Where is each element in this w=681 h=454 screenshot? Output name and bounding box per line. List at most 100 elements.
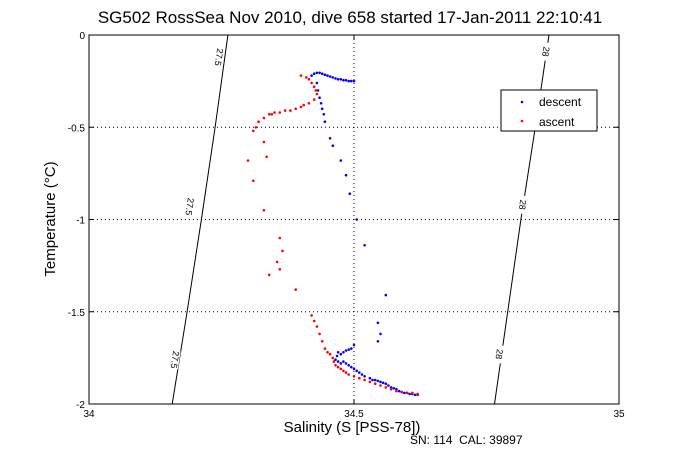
descent-point	[344, 349, 348, 352]
descent-point	[328, 137, 332, 140]
legend-box	[500, 89, 598, 132]
ascent-point	[314, 89, 318, 92]
ascent-point	[318, 332, 321, 336]
descent-point	[376, 340, 380, 343]
descent-point	[328, 75, 332, 78]
isopycnal-label: 27.5	[169, 350, 182, 369]
ascent-point	[312, 319, 316, 323]
descent-point	[350, 347, 353, 350]
y-tick-label: -2	[76, 400, 85, 411]
ascent-point	[347, 373, 351, 376]
data-points	[246, 71, 419, 397]
x-axis-label: Salinity (S [PSS-78])	[284, 419, 421, 436]
ascent-point	[334, 364, 337, 367]
descent-point	[320, 107, 324, 111]
descent-point	[318, 96, 321, 99]
descent-point	[352, 343, 356, 347]
descent-point	[355, 369, 359, 373]
descent-point	[355, 218, 359, 221]
descent-point	[373, 378, 377, 382]
descent-point	[379, 332, 382, 336]
ascent-point	[278, 236, 282, 240]
descent-point	[387, 384, 390, 387]
axis-ticks: 34 34.5 35 0 -0.5 -1 -1.5 -2	[68, 31, 625, 420]
ascent-point	[405, 391, 409, 395]
ascent-point	[267, 113, 271, 116]
ascent-point	[379, 384, 382, 387]
descent-point	[384, 293, 388, 297]
descent-point	[344, 78, 348, 82]
ascent-point	[262, 116, 266, 120]
descent-point	[397, 389, 401, 393]
ascent-point	[262, 140, 266, 144]
ascent-point	[275, 260, 279, 264]
descent-point	[358, 371, 361, 374]
ascent-point	[344, 371, 348, 374]
ascent-point	[289, 109, 292, 112]
descent-point	[323, 120, 327, 123]
descent-point	[376, 321, 380, 325]
descent-point	[326, 74, 329, 77]
ascent-point	[368, 380, 372, 384]
descent-point	[316, 89, 320, 92]
ascent-point	[302, 103, 306, 107]
descent-point	[310, 74, 313, 77]
isopycnal-lines: 27.5 27.5 27.5 28 28 28	[169, 34, 552, 405]
descent-point	[347, 364, 351, 367]
ascent-point	[305, 76, 308, 79]
descent-point	[381, 381, 385, 385]
descent-point	[318, 71, 321, 75]
descent-point	[352, 367, 356, 371]
ascent-point	[294, 288, 298, 291]
isopycnal-label-bg	[183, 197, 196, 217]
isopycnal-label: 28	[517, 199, 528, 210]
ascent-point	[416, 392, 419, 396]
legend-label-descent: descent	[539, 95, 582, 109]
descent-point	[395, 387, 398, 391]
isopycnal-label: 27.5	[213, 48, 226, 67]
ascent-point	[278, 111, 282, 114]
descent-point	[334, 358, 337, 362]
descent-point	[344, 173, 348, 177]
descent-point	[376, 379, 380, 383]
ascent-point	[252, 129, 255, 133]
chart-title: SG502 RossSea Nov 2010, dive 658 started…	[98, 8, 602, 27]
isopycnal-line-0	[171, 34, 229, 405]
isopycnal-label-bg	[169, 350, 181, 370]
isopycnal-label-bg	[213, 47, 225, 67]
x-tick-label: 34	[83, 409, 95, 420]
ascent-point	[307, 102, 311, 105]
descent-point	[408, 392, 411, 396]
y-axis-label: Temperature (°C)	[42, 161, 59, 276]
descent-point	[371, 378, 374, 382]
ascent-point	[328, 352, 332, 356]
ascent-point	[395, 389, 398, 393]
descent-point	[360, 373, 364, 376]
ascent-point	[336, 365, 340, 369]
ascent-point	[278, 268, 282, 271]
ascent-point	[267, 273, 271, 277]
descent-point	[331, 144, 335, 147]
descent-point	[379, 380, 382, 384]
descent-point	[342, 351, 345, 354]
ascent-point	[320, 340, 324, 343]
ascent-point	[384, 386, 388, 389]
isopycnal-label-bg	[516, 195, 529, 215]
ascent-point	[326, 351, 329, 354]
ascent-point	[299, 105, 303, 109]
ascent-point	[323, 347, 327, 350]
descent-point	[320, 72, 324, 75]
descent-point	[339, 159, 343, 162]
descent-point	[363, 375, 366, 378]
grid-lines	[89, 35, 619, 404]
x-tick-label: 35	[613, 409, 625, 420]
descent-point	[413, 393, 417, 397]
ascent-point	[294, 107, 298, 111]
ascent-point	[332, 360, 336, 363]
y-tick-label: 0	[79, 31, 85, 42]
ascent-point	[331, 356, 335, 360]
descent-point	[336, 351, 340, 354]
descent-point	[336, 360, 340, 363]
descent-point	[339, 362, 343, 365]
descent-point	[344, 362, 348, 365]
